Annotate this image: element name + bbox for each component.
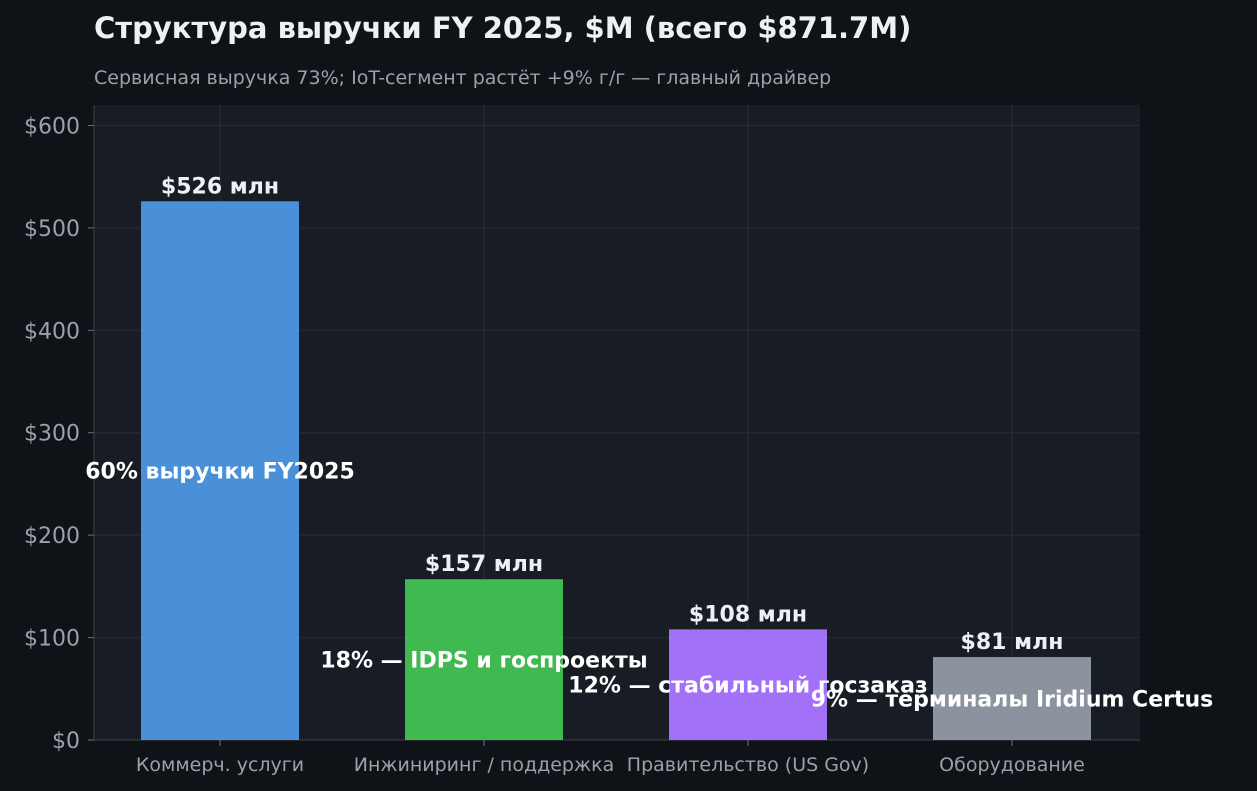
x-tick-label: Коммерч. услуги (136, 754, 304, 776)
x-tick-label: Инжиниринг / поддержка (354, 754, 614, 776)
value-label: $526 млн (161, 174, 279, 199)
bar-2 (405, 579, 563, 740)
x-tick-label: Правительство (US Gov) (627, 754, 869, 776)
value-label: $81 млн (961, 630, 1064, 655)
y-tick-label: $400 (24, 319, 80, 344)
y-tick-label: $500 (24, 217, 80, 242)
bars (141, 201, 1091, 741)
y-tick-label: $300 (24, 422, 80, 447)
labels: $526 млн 60% выручки FY2025 $157 млн 18% — … (85, 174, 1213, 712)
bar-4 (933, 657, 1091, 740)
value-label: $157 млн (425, 552, 543, 577)
bar-3 (669, 629, 827, 740)
y-tick-label: $600 (24, 114, 80, 139)
bar-annotation: 18% — IDPS и госпроекты (320, 649, 647, 674)
bar-annotation: 9% — терминалы Iridium Certus (811, 688, 1214, 713)
chart-subtitle: Сервисная выручка 73%; IoT-сегмент растё… (94, 67, 831, 89)
chart-title: Структура выручки FY 2025, $M (всего $87… (94, 11, 911, 45)
bar-annotation: 60% выручки FY2025 (85, 460, 355, 485)
bar-1 (141, 201, 299, 741)
value-label: $108 млн (689, 602, 807, 627)
y-tick-label: $0 (52, 729, 80, 754)
x-tick-label: Оборудование (939, 754, 1085, 776)
bar-annotation: 12% — стабильный госзаказ (568, 674, 927, 699)
axes: $0 $100 $200 $300 $400 $500 $600 Коммерч. услуг… (24, 105, 1140, 776)
y-tick-label: $200 (24, 524, 80, 549)
y-tick-label: $100 (24, 627, 80, 652)
